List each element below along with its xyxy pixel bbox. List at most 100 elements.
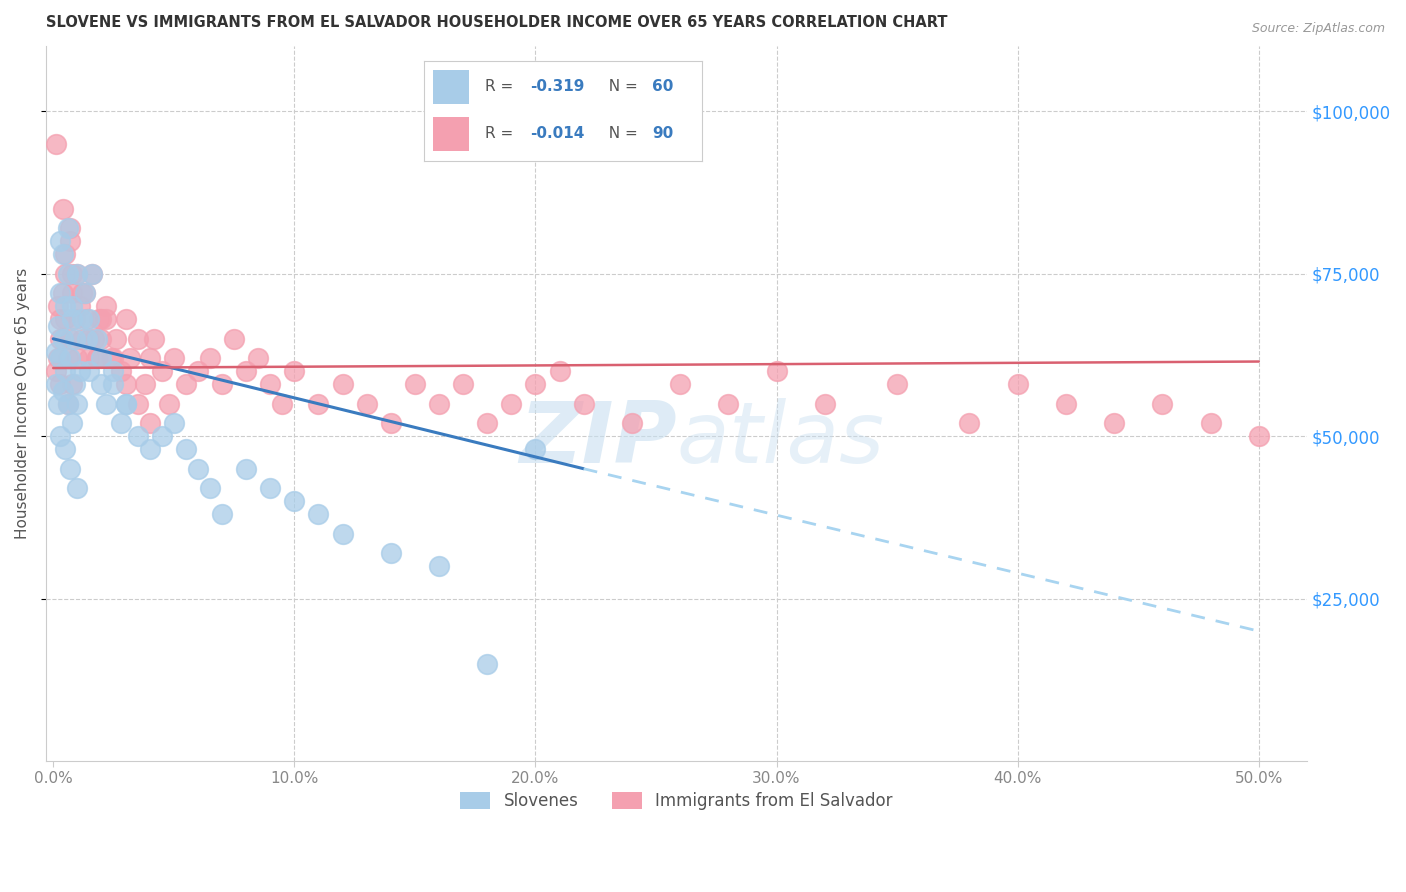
Point <box>49 429 72 443</box>
Point <box>572 397 595 411</box>
Point <box>59 221 82 235</box>
Point <box>56 397 79 411</box>
Point <box>53 442 76 457</box>
Point <box>356 397 378 411</box>
Point <box>620 416 643 430</box>
Point <box>198 481 221 495</box>
Point <box>46 397 69 411</box>
Y-axis label: Householder Income Over 65 years: Householder Income Over 65 years <box>15 268 30 540</box>
Point <box>134 377 156 392</box>
Point <box>259 377 281 392</box>
Point <box>69 364 91 378</box>
Point <box>143 332 166 346</box>
Point <box>959 416 981 430</box>
Point <box>45 377 67 392</box>
Point <box>49 312 72 326</box>
Point <box>66 351 89 366</box>
Point <box>66 481 89 495</box>
Point <box>886 377 908 392</box>
Point <box>62 312 84 326</box>
Point <box>90 312 112 326</box>
Point <box>380 546 402 560</box>
Point <box>138 416 160 430</box>
Text: atlas: atlas <box>676 398 884 481</box>
Point <box>477 416 499 430</box>
Point <box>163 416 186 430</box>
Point <box>114 377 136 392</box>
Point <box>1007 377 1029 392</box>
Point <box>56 397 79 411</box>
Point <box>501 397 523 411</box>
Point <box>1102 416 1125 430</box>
Point <box>73 286 96 301</box>
Point <box>66 267 89 281</box>
Point <box>69 299 91 313</box>
Point <box>103 351 125 366</box>
Point <box>52 247 75 261</box>
Point <box>90 377 112 392</box>
Point <box>49 377 72 392</box>
Point <box>138 351 160 366</box>
Point <box>307 397 329 411</box>
Point <box>66 397 89 411</box>
Point <box>110 416 132 430</box>
Point <box>52 384 75 398</box>
Point <box>235 364 257 378</box>
Point <box>46 318 69 333</box>
Point <box>163 351 186 366</box>
Point <box>76 332 98 346</box>
Point <box>62 286 84 301</box>
Point <box>73 286 96 301</box>
Point <box>1054 397 1077 411</box>
Point <box>45 364 67 378</box>
Point <box>90 332 112 346</box>
Point <box>127 397 149 411</box>
Point <box>49 351 72 366</box>
Point <box>52 202 75 216</box>
Point <box>53 267 76 281</box>
Point <box>59 461 82 475</box>
Point <box>211 377 233 392</box>
Point <box>45 136 67 151</box>
Point <box>174 377 197 392</box>
Point <box>114 312 136 326</box>
Point <box>62 377 84 392</box>
Point <box>79 351 101 366</box>
Point <box>56 351 79 366</box>
Point <box>59 235 82 249</box>
Point <box>150 429 173 443</box>
Point <box>83 332 105 346</box>
Text: Source: ZipAtlas.com: Source: ZipAtlas.com <box>1251 22 1385 36</box>
Point <box>87 312 110 326</box>
Point <box>70 286 93 301</box>
Point <box>814 397 837 411</box>
Point <box>157 397 180 411</box>
Point <box>100 351 122 366</box>
Point <box>96 312 118 326</box>
Point <box>62 267 84 281</box>
Point <box>548 364 571 378</box>
Point <box>53 364 76 378</box>
Point <box>62 299 84 313</box>
Point <box>114 397 136 411</box>
Point <box>79 332 101 346</box>
Point <box>198 351 221 366</box>
Point <box>53 299 76 313</box>
Point <box>120 351 142 366</box>
Point <box>53 312 76 326</box>
Point <box>404 377 426 392</box>
Point <box>1199 416 1222 430</box>
Point <box>127 429 149 443</box>
Point <box>187 364 209 378</box>
Point <box>127 332 149 346</box>
Point <box>52 332 75 346</box>
Point <box>49 332 72 346</box>
Point <box>56 267 79 281</box>
Point <box>174 442 197 457</box>
Point <box>79 364 101 378</box>
Point <box>63 312 86 326</box>
Point <box>332 526 354 541</box>
Point <box>110 364 132 378</box>
Point <box>427 397 450 411</box>
Point <box>70 312 93 326</box>
